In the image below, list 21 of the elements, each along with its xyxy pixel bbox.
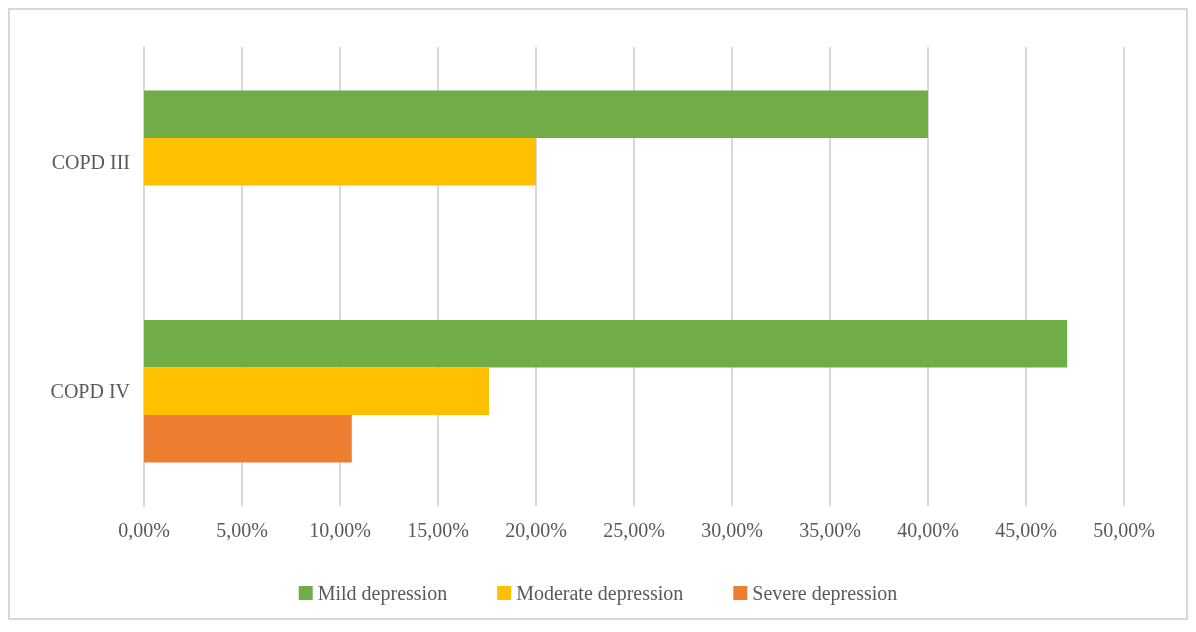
x-tick-label: 35,00% xyxy=(799,519,861,541)
x-tick-label: 30,00% xyxy=(701,519,763,541)
legend-label: Mild depression xyxy=(317,582,448,605)
bar xyxy=(144,414,352,463)
x-tick-label: 0,00% xyxy=(118,519,170,541)
bar xyxy=(144,367,489,415)
bar xyxy=(144,320,1068,368)
x-tick-label: 40,00% xyxy=(897,519,959,541)
y-tick-label: COPD IV xyxy=(50,380,131,403)
y-tick-label: COPD III xyxy=(51,150,130,173)
x-tick-label: 50,00% xyxy=(1093,519,1155,541)
x-tick-label: 5,00% xyxy=(216,519,268,541)
x-tick-label: 45,00% xyxy=(995,519,1057,541)
legend-label: Severe depression xyxy=(752,582,898,605)
bar xyxy=(144,90,928,139)
x-tick-label: 15,00% xyxy=(407,519,469,541)
bar xyxy=(144,138,536,186)
legend-label: Moderate depression xyxy=(516,582,684,605)
x-tick-label: 25,00% xyxy=(603,519,665,541)
x-tick-label: 10,00% xyxy=(309,519,371,541)
x-tick-label: 20,00% xyxy=(505,519,567,541)
